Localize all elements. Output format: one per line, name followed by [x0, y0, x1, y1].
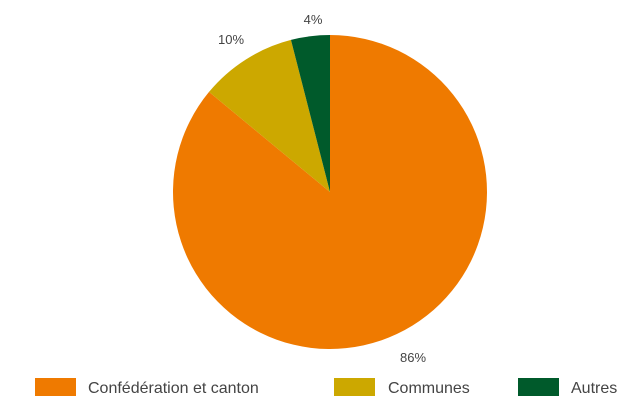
- legend-label: Confédération et canton: [88, 380, 259, 397]
- legend-item: Communes: [334, 378, 470, 397]
- slice-labels: 86% 10% 4%: [218, 12, 426, 365]
- slice-value-label: 86%: [400, 350, 426, 365]
- pie-slices: [173, 35, 487, 349]
- legend-swatch: [35, 378, 76, 396]
- legend-item: Autres: [518, 378, 617, 397]
- pie-slice-communes: [209, 39, 330, 192]
- slice-value-label: 4%: [304, 12, 323, 27]
- legend-label: Autres: [571, 380, 617, 397]
- slice-value-label: 10%: [218, 32, 244, 47]
- legend-label: Communes: [388, 380, 470, 397]
- legend-swatch: [518, 378, 559, 396]
- pie-slice-autres: [290, 35, 330, 192]
- legend-item: Confédération et canton: [35, 378, 259, 397]
- legend-swatch: [334, 378, 375, 396]
- legend: Confédération et canton Communes Autres: [35, 378, 617, 397]
